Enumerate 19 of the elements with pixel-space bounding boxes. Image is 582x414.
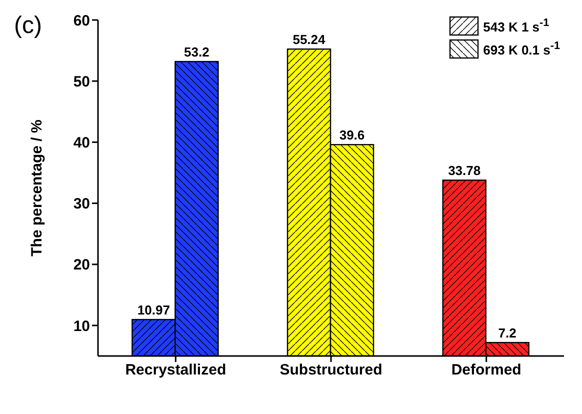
y-tick-label: 60 — [73, 12, 90, 30]
y-tick-label: 50 — [73, 73, 90, 90]
data-label: 55.24 — [292, 32, 326, 48]
y-tick-label: 10 — [73, 318, 90, 335]
x-tick-label: Deformed — [451, 362, 522, 379]
data-label: 39.6 — [339, 128, 365, 143]
x-tick-label: Recrystallized — [125, 362, 226, 379]
data-label: 7.2 — [498, 326, 516, 341]
y-tick-label: 30 — [73, 196, 90, 213]
data-label: 10.97 — [137, 302, 170, 318]
legend-label: 693 K 0.1 s$^{-1}$ — [483, 40, 560, 58]
text: (c) — [14, 12, 42, 40]
data-label: 33.78 — [448, 163, 481, 178]
data-label: 53.2 — [184, 44, 210, 60]
y-tick-label: 20 — [73, 256, 90, 274]
y-tick-label: 40 — [73, 134, 90, 152]
y-axis-title: The percentage / % — [28, 120, 46, 256]
x-tick-label: Substructured — [280, 362, 382, 379]
legend-label: 543 K 1 s$^{-1}$ — [483, 17, 550, 35]
